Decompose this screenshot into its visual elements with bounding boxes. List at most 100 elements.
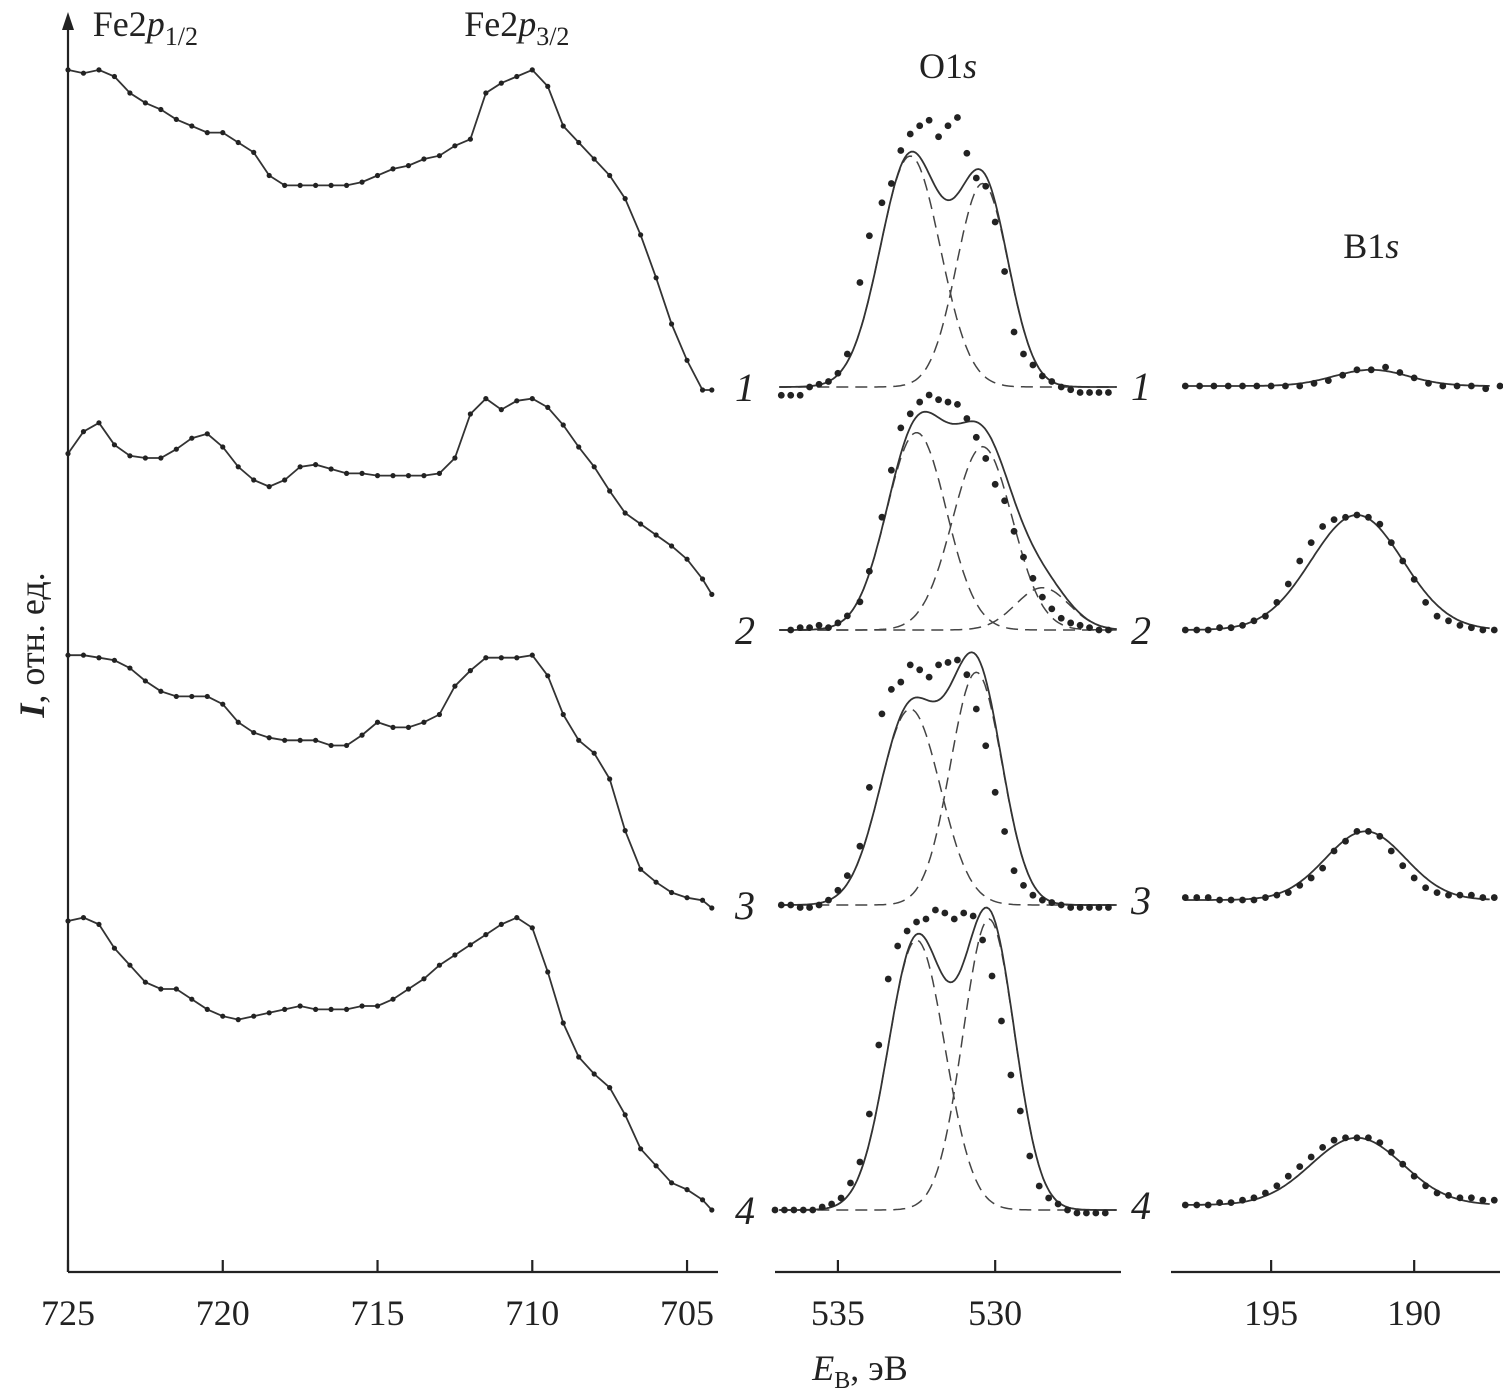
fe-point-2 bbox=[235, 464, 241, 470]
o-point-2 bbox=[887, 466, 895, 474]
fe-point-1 bbox=[80, 70, 87, 76]
o-point-4 bbox=[781, 1206, 788, 1214]
b-point-2 bbox=[1467, 624, 1475, 632]
b-point-3 bbox=[1387, 847, 1395, 855]
fe-point-4 bbox=[405, 986, 412, 992]
b-point-2 bbox=[1250, 617, 1258, 625]
fe-point-1 bbox=[127, 90, 133, 96]
o-point-4 bbox=[771, 1206, 779, 1214]
o-point-1 bbox=[834, 369, 842, 377]
b-point-4 bbox=[1181, 1201, 1189, 1209]
o-point-1 bbox=[843, 350, 851, 358]
o-point-4 bbox=[1054, 1200, 1062, 1208]
fe-point-1 bbox=[220, 130, 226, 136]
o-point-4 bbox=[856, 1158, 864, 1166]
b-point-2 bbox=[1422, 599, 1430, 606]
b-point-1 bbox=[1467, 382, 1475, 390]
fe-point-2 bbox=[220, 444, 226, 450]
fe-point-1 bbox=[709, 387, 715, 393]
b-point-4 bbox=[1250, 1194, 1258, 1202]
b-point-4 bbox=[1467, 1194, 1475, 1202]
fe-point-4 bbox=[359, 1003, 365, 1009]
fe-point-4 bbox=[684, 1187, 690, 1193]
fe-point-3 bbox=[111, 657, 118, 663]
o-point-1 bbox=[825, 378, 832, 385]
fe-point-3 bbox=[204, 693, 210, 700]
b-point-4 bbox=[1239, 1196, 1246, 1204]
o-point-2 bbox=[865, 567, 873, 575]
b-point-3 bbox=[1433, 889, 1441, 897]
fe-point-2 bbox=[684, 556, 690, 562]
o-point-1 bbox=[1020, 350, 1027, 358]
o-point-1 bbox=[897, 147, 905, 154]
fe-point-3 bbox=[266, 735, 272, 741]
x-tick-label-fe: 710 bbox=[505, 1293, 559, 1333]
fe-point-3 bbox=[699, 897, 706, 903]
curve-number-o-1: 1 bbox=[735, 365, 755, 410]
fe-point-2 bbox=[436, 470, 443, 476]
o-point-2 bbox=[787, 626, 795, 634]
fe-point-2 bbox=[158, 455, 164, 461]
o-point-2 bbox=[925, 391, 933, 399]
b-point-4 bbox=[1330, 1136, 1338, 1144]
b-point-3 bbox=[1204, 894, 1212, 901]
fe-point-3 bbox=[158, 688, 164, 694]
o-point-4 bbox=[818, 1203, 826, 1211]
fe-point-1 bbox=[235, 139, 241, 146]
b-point-1 bbox=[1396, 369, 1404, 376]
o-point-2 bbox=[815, 621, 823, 629]
o-point-2 bbox=[1001, 497, 1009, 505]
b-point-1 bbox=[1210, 382, 1218, 390]
fe-point-1 bbox=[529, 67, 535, 73]
o-point-4 bbox=[932, 906, 939, 914]
b-point-3 bbox=[1342, 837, 1349, 845]
fe-point-4 bbox=[607, 1085, 613, 1091]
b-point-2 bbox=[1342, 513, 1349, 521]
fe-point-2 bbox=[514, 398, 520, 404]
fe-point-4 bbox=[158, 986, 164, 992]
b-point-1 bbox=[1367, 366, 1375, 374]
fe-point-3 bbox=[684, 895, 690, 901]
fe-point-2 bbox=[467, 411, 473, 417]
fe-point-1 bbox=[204, 130, 210, 136]
y-axis-arrow bbox=[62, 12, 74, 30]
fe-point-3 bbox=[452, 683, 458, 689]
fe-point-1 bbox=[266, 172, 272, 179]
fe-point-3 bbox=[343, 742, 350, 749]
fe-point-1 bbox=[452, 143, 458, 149]
o-point-4 bbox=[988, 972, 996, 980]
fe-point-3 bbox=[374, 719, 381, 725]
o-point-2 bbox=[897, 424, 905, 432]
b-point-4 bbox=[1204, 1201, 1212, 1209]
b-point-4 bbox=[1193, 1201, 1201, 1209]
b-point-4 bbox=[1296, 1163, 1304, 1170]
o-point-2 bbox=[954, 401, 961, 408]
b-point-3 bbox=[1227, 896, 1235, 904]
fe-point-1 bbox=[467, 136, 473, 142]
b-point-4 bbox=[1307, 1153, 1315, 1161]
o-point-4 bbox=[903, 927, 911, 935]
fe-point-4 bbox=[452, 952, 458, 958]
o-point-2 bbox=[1010, 527, 1018, 535]
b-point-1 bbox=[1282, 382, 1289, 390]
b-point-4 bbox=[1433, 1189, 1441, 1197]
curve-number-b-2: 2 bbox=[1131, 608, 1151, 653]
fe-point-3 bbox=[297, 737, 303, 743]
o-point-1 bbox=[972, 174, 980, 182]
fe-point-3 bbox=[359, 732, 365, 738]
b-point-3 bbox=[1250, 896, 1258, 904]
x-axis-title: EB, эВ bbox=[811, 1348, 907, 1394]
fe-point-2 bbox=[328, 466, 334, 472]
curve-number-b-1: 1 bbox=[1131, 364, 1151, 409]
fe-point-4 bbox=[127, 962, 133, 968]
b-point-1 bbox=[1353, 366, 1361, 374]
b-point-2 bbox=[1353, 511, 1361, 519]
o-point-3 bbox=[1095, 904, 1103, 911]
fe-point-2 bbox=[359, 470, 365, 476]
o-point-3 bbox=[963, 671, 971, 679]
o-point-4 bbox=[998, 1017, 1005, 1025]
o-point-3 bbox=[856, 842, 864, 850]
b-point-2 bbox=[1410, 576, 1418, 583]
fe-point-1 bbox=[173, 116, 179, 122]
b-point-3 bbox=[1296, 881, 1304, 889]
